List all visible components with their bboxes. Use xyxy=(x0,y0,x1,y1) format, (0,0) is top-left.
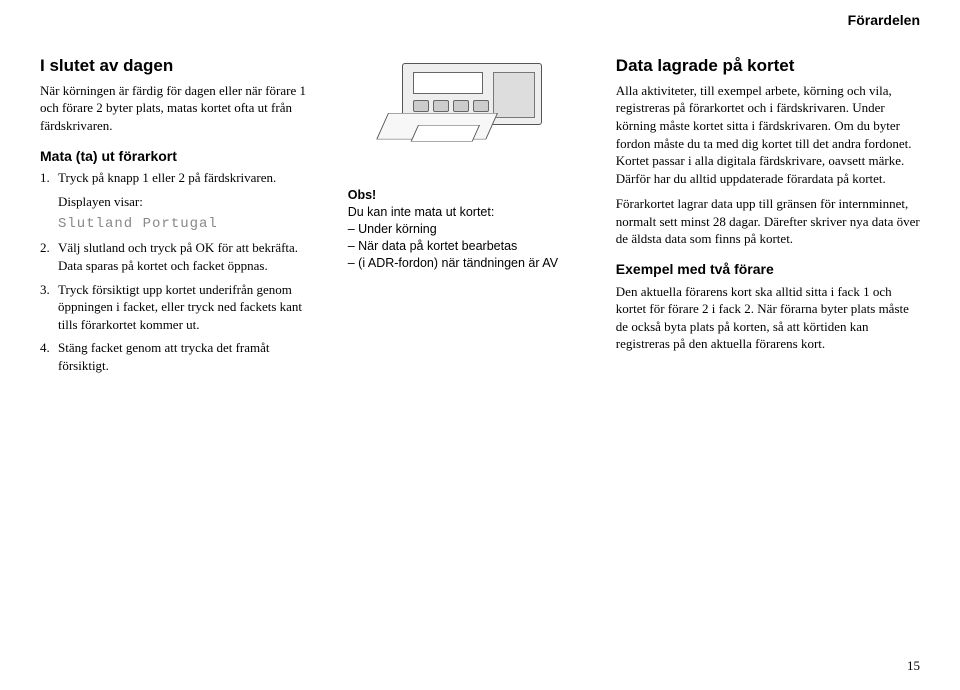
item-number: 1. xyxy=(40,169,58,187)
device-button-icon xyxy=(433,100,449,112)
note-line: – När data på kortet bearbetas xyxy=(348,238,586,255)
list-item: 1. Tryck på knapp 1 eller 2 på färdskriv… xyxy=(40,169,318,187)
tachograph-illustration xyxy=(382,55,552,175)
instruction-list-cont: 2. Välj slutland och tryck på OK för att… xyxy=(40,239,318,374)
col3-paragraph: Alla aktiviteter, till exempel arbete, k… xyxy=(616,82,920,187)
column-1: I slutet av dagen När körningen är färdi… xyxy=(40,55,318,380)
col3-heading: Data lagrade på kortet xyxy=(616,55,920,78)
device-button-icon xyxy=(453,100,469,112)
driver-card-icon xyxy=(410,125,479,142)
item-text: Stäng facket genom att trycka det framåt… xyxy=(58,339,318,374)
page-number: 15 xyxy=(907,658,920,674)
section-header: Förardelen xyxy=(848,12,920,28)
item-number: 4. xyxy=(40,339,58,374)
device-side-panel xyxy=(493,72,535,118)
list-item: 4. Stäng facket genom att trycka det fra… xyxy=(40,339,318,374)
display-readout: Slutland Portugal xyxy=(58,215,318,234)
col1-intro: När körningen är färdig för dagen eller … xyxy=(40,82,318,135)
item-text: Tryck på knapp 1 eller 2 på färdskrivare… xyxy=(58,169,318,187)
device-screen xyxy=(413,72,483,94)
item-text: Välj slutland och tryck på OK för att be… xyxy=(58,239,318,274)
three-column-layout: I slutet av dagen När körningen är färdi… xyxy=(40,55,920,380)
note-line: Du kan inte mata ut kortet: xyxy=(348,204,586,221)
col3-subheading: Exempel med två förare xyxy=(616,260,920,279)
col3-paragraph: Den aktuella förarens kort ska alltid si… xyxy=(616,283,920,353)
col1-subheading: Mata (ta) ut förarkort xyxy=(40,147,318,166)
list-item: 3. Tryck försiktigt upp kortet underifrå… xyxy=(40,281,318,334)
column-2: Obs! Du kan inte mata ut kortet: – Under… xyxy=(348,55,586,380)
item-text: Tryck försiktigt upp kortet underifrån g… xyxy=(58,281,318,334)
note-title: Obs! xyxy=(348,187,586,204)
note-line: – Under körning xyxy=(348,221,586,238)
display-label: Displayen visar: xyxy=(58,193,318,211)
device-button-icon xyxy=(413,100,429,112)
list-item: 2. Välj slutland och tryck på OK för att… xyxy=(40,239,318,274)
note-line: – (i ADR-fordon) när tändningen är AV xyxy=(348,255,586,272)
col1-heading: I slutet av dagen xyxy=(40,55,318,78)
device-button-icon xyxy=(473,100,489,112)
item-number: 2. xyxy=(40,239,58,274)
instruction-list: 1. Tryck på knapp 1 eller 2 på färdskriv… xyxy=(40,169,318,187)
col3-paragraph: Förarkortet lagrar data upp till gränsen… xyxy=(616,195,920,248)
item-number: 3. xyxy=(40,281,58,334)
column-3: Data lagrade på kortet Alla aktiviteter,… xyxy=(616,55,920,380)
note-block: Obs! Du kan inte mata ut kortet: – Under… xyxy=(348,187,586,271)
